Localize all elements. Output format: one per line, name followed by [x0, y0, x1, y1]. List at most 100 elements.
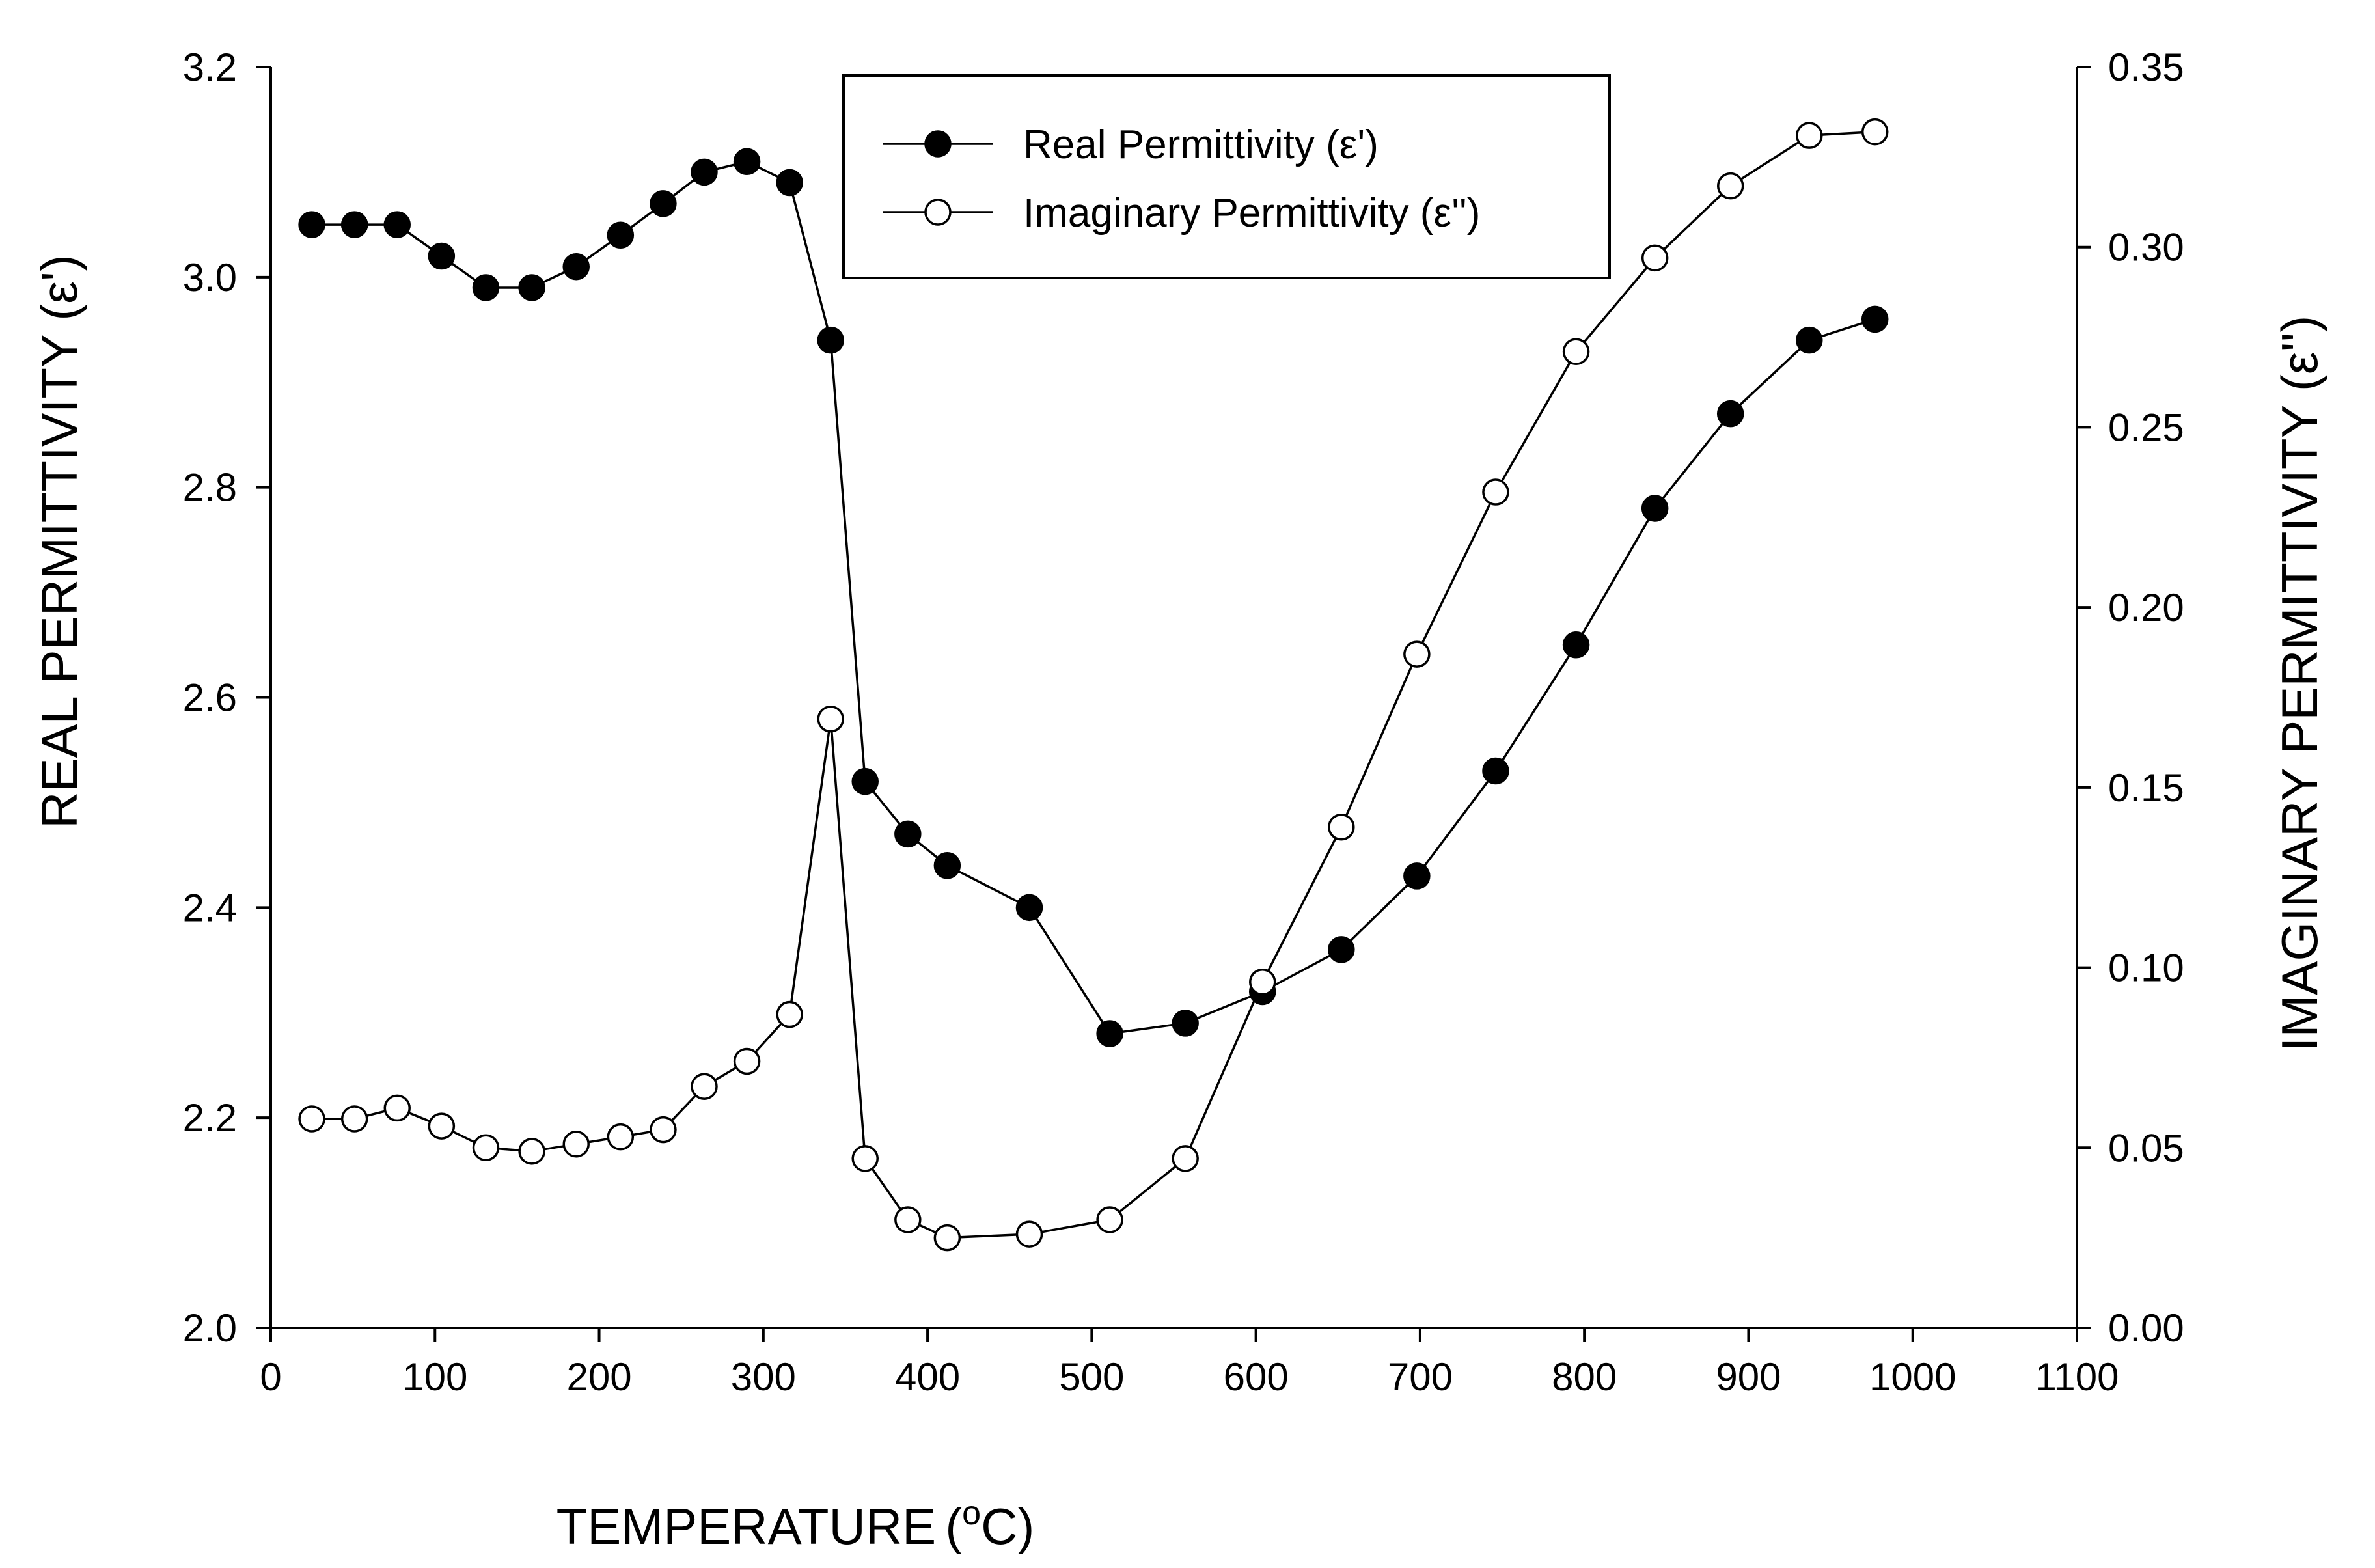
- real-permittivity-point: [776, 169, 803, 197]
- imaginary-permittivity-point: [1861, 118, 1889, 146]
- imaginary-permittivity-point: [933, 1224, 961, 1252]
- y-left-tick-label: 2.0: [183, 1306, 237, 1350]
- real-permittivity-point: [817, 326, 844, 354]
- imaginary-permittivity-point: [650, 1116, 677, 1144]
- y-axis-title-left: REAL PERMITTIVITY (ε'): [31, 254, 88, 829]
- y-left-tick-label: 3.2: [183, 46, 237, 89]
- x-tick-label: 700: [1388, 1355, 1453, 1399]
- y-right-tick-label: 0.25: [2108, 406, 2184, 449]
- x-tick-label: 400: [895, 1355, 960, 1399]
- real-permittivity-point: [607, 221, 635, 249]
- y-left-tick-label: 2.8: [183, 466, 237, 510]
- y-left-tick-label: 3.0: [183, 256, 237, 299]
- x-axis-title-main: TEMPERATURE: [556, 1498, 937, 1555]
- imaginary-permittivity-point: [1716, 172, 1744, 200]
- real-permittivity-point: [691, 158, 718, 186]
- imaginary-permittivity-point: [1096, 1206, 1123, 1233]
- y-right-tick-label: 0.20: [2108, 586, 2184, 629]
- legend-box: [842, 74, 1611, 279]
- real-permittivity-point: [1172, 1010, 1199, 1037]
- x-axis-title-unit-prefix: (: [945, 1498, 962, 1555]
- imaginary-permittivity-point: [1482, 478, 1509, 506]
- y-right-tick-label: 0.00: [2108, 1306, 2184, 1350]
- y-axis-title-right: IMAGINARY PERMITTIVITY (ε''): [2271, 316, 2328, 1052]
- imaginary-permittivity-point: [894, 1206, 922, 1233]
- axes: 0 100 200 300 400 500 600 700 800 900 1000 1100 2.0 2…: [183, 46, 2184, 1399]
- x-axis-title-unit-suffix: C): [981, 1498, 1034, 1555]
- x-tick-label: 200: [566, 1355, 631, 1399]
- real-permittivity-point: [518, 274, 545, 301]
- legend-marker-filled: [924, 130, 952, 158]
- real-permittivity-point: [383, 211, 411, 238]
- real-permittivity-point: [1796, 326, 1823, 354]
- y-right-tick-label: 0.05: [2108, 1126, 2184, 1170]
- legend-label: Real Permittivity (ε'): [1023, 122, 1379, 167]
- imaginary-permittivity-point: [383, 1094, 411, 1122]
- imaginary-permittivity-point: [1015, 1220, 1043, 1248]
- imaginary-permittivity-point: [298, 1105, 325, 1133]
- real-permittivity-point: [562, 253, 590, 281]
- real-permittivity-point: [298, 211, 325, 238]
- x-tick-label: 100: [402, 1355, 467, 1399]
- imaginary-permittivity-point: [1172, 1145, 1199, 1172]
- x-tick-label: 300: [731, 1355, 796, 1399]
- imaginary-permittivity-point: [817, 705, 844, 733]
- y-right-tick-label: 0.35: [2108, 46, 2184, 89]
- real-permittivity-point: [1562, 631, 1590, 659]
- real-permittivity-point: [472, 274, 500, 301]
- real-permittivity-point: [1641, 495, 1669, 522]
- legend-label: Imaginary Permittivity (ε''): [1023, 191, 1480, 236]
- real-permittivity-point: [894, 820, 922, 848]
- x-tick-label: 500: [1059, 1355, 1124, 1399]
- x-tick-label: 600: [1224, 1355, 1289, 1399]
- y-left-tick-label: 2.6: [183, 676, 237, 720]
- series-line-imaginary: [312, 130, 1875, 1239]
- imaginary-permittivity-point: [518, 1138, 545, 1165]
- imaginary-permittivity-point: [691, 1073, 718, 1100]
- imaginary-permittivity-point: [733, 1047, 761, 1075]
- real-permittivity-point: [340, 211, 368, 238]
- real-permittivity-point: [733, 148, 761, 176]
- imaginary-permittivity-point: [1403, 640, 1431, 668]
- real-permittivity-point: [1403, 862, 1431, 890]
- real-permittivity-point: [851, 767, 879, 795]
- real-permittivity-point: [428, 242, 456, 270]
- imaginary-permittivity-point: [340, 1105, 368, 1133]
- x-tick-label: 0: [260, 1355, 281, 1399]
- imaginary-permittivity-point: [607, 1123, 635, 1151]
- imaginary-permittivity-point: [1248, 968, 1276, 996]
- y-left-tick-label: 2.4: [183, 886, 237, 929]
- x-axis-title-unit-sup: o: [962, 1494, 981, 1532]
- imaginary-permittivity-point: [776, 1000, 803, 1028]
- imaginary-permittivity-point: [1641, 244, 1669, 272]
- imaginary-permittivity-point: [1328, 813, 1355, 841]
- legend-marker-open: [924, 199, 952, 226]
- real-permittivity-point: [1015, 894, 1043, 922]
- real-permittivity-point: [933, 852, 961, 879]
- real-permittivity-point: [1861, 305, 1889, 333]
- x-tick-label: 800: [1552, 1355, 1617, 1399]
- imaginary-permittivity-point: [472, 1134, 500, 1162]
- imaginary-permittivity-point: [1562, 338, 1590, 365]
- real-permittivity-point: [1096, 1020, 1123, 1047]
- series-layer: [298, 118, 1889, 1252]
- imaginary-permittivity-point: [851, 1145, 879, 1172]
- y-right-tick-label: 0.15: [2108, 766, 2184, 810]
- real-permittivity-point: [1482, 757, 1509, 785]
- imaginary-permittivity-point: [1796, 122, 1823, 149]
- real-permittivity-point: [1328, 936, 1355, 963]
- real-permittivity-point: [650, 190, 677, 217]
- series-line-real: [312, 160, 1876, 1035]
- legend: Real Permittivity (ε') Imaginary Permitti…: [842, 74, 1611, 279]
- real-permittivity-point: [1716, 400, 1744, 428]
- x-axis-title: TEMPERATURE (oC): [556, 1494, 1035, 1555]
- imaginary-permittivity-point: [428, 1112, 456, 1140]
- imaginary-permittivity-point: [562, 1131, 590, 1158]
- y-right-tick-label: 0.10: [2108, 946, 2184, 990]
- x-tick-label: 1000: [1869, 1355, 1956, 1399]
- y-right-tick-label: 0.30: [2108, 226, 2184, 269]
- x-tick-label: 1100: [2035, 1355, 2119, 1399]
- y-left-tick-label: 2.2: [183, 1096, 237, 1140]
- x-tick-label: 900: [1716, 1355, 1781, 1399]
